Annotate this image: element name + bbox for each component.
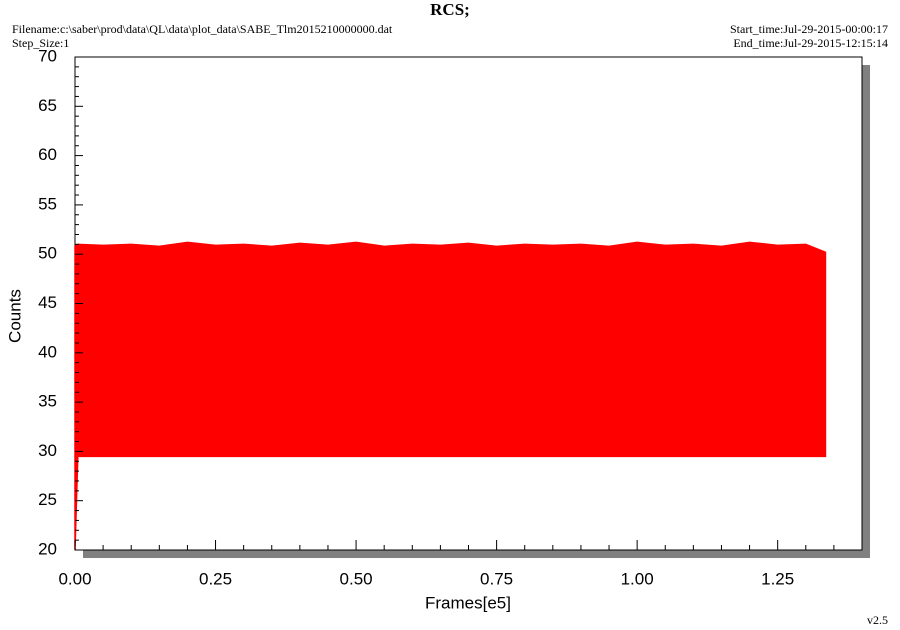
y-tick-label: 60: [38, 145, 57, 164]
chart-title: RCS;: [430, 0, 470, 19]
x-tick-label: 1.00: [621, 569, 654, 588]
x-tick-label: 0.50: [340, 569, 373, 588]
y-tick-label: 40: [38, 342, 57, 361]
y-tick-label: 70: [38, 46, 57, 65]
x-tick-label: 0.00: [58, 569, 91, 588]
data-band: [74, 241, 827, 551]
filename: Filename:c:\saber\prod\data\QL\data\plot…: [12, 22, 393, 36]
y-tick-label: 25: [38, 490, 57, 509]
x-axis-label: Frames[e5]: [425, 593, 511, 612]
y-tick-label: 65: [38, 96, 57, 115]
version: v2.5: [867, 613, 888, 627]
end-time: End_time:Jul-29-2015-12:15:14: [733, 36, 888, 50]
y-axis-label: Counts: [5, 289, 24, 343]
y-tick-label: 20: [38, 539, 57, 558]
y-tick-label: 30: [38, 441, 57, 460]
step-size: Step_Size:1: [12, 36, 69, 50]
x-tick-label: 1.25: [761, 569, 794, 588]
start-time: Start_time:Jul-29-2015-00:00:17: [730, 22, 888, 36]
y-tick-label: 35: [38, 392, 57, 411]
x-tick-label: 0.25: [199, 569, 232, 588]
y-tick-label: 50: [38, 244, 57, 263]
y-tick-label: 45: [38, 293, 57, 312]
y-tick-label: 55: [38, 194, 57, 213]
x-tick-label: 0.75: [480, 569, 513, 588]
